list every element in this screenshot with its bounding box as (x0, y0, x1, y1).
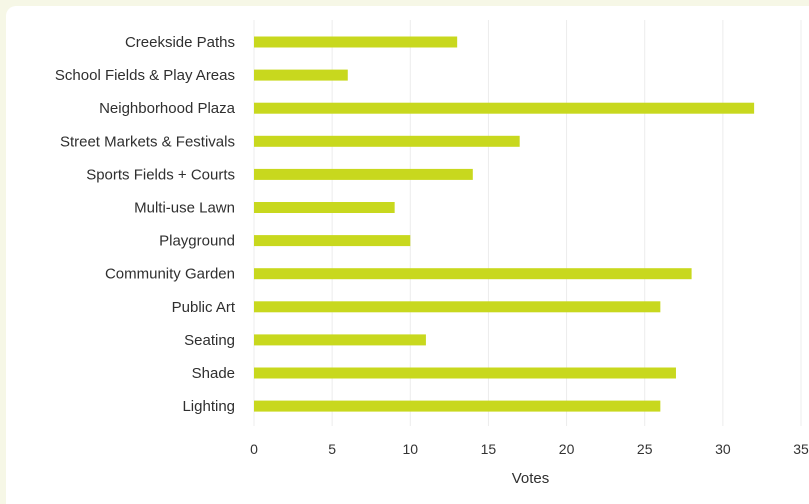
category-label: School Fields & Play Areas (55, 67, 235, 84)
bar (254, 102, 755, 114)
category-label: Community Garden (105, 266, 235, 283)
category-label: Multi-use Lawn (134, 200, 235, 217)
x-tick-label: 5 (328, 441, 336, 457)
bar (254, 400, 661, 412)
category-label: Street Markets & Festivals (60, 133, 235, 150)
category-label: Playground (159, 233, 235, 250)
category-label: Seating (184, 332, 235, 349)
x-tick-label: 25 (637, 441, 653, 457)
x-tick-label: 10 (402, 441, 418, 457)
category-labels: Creekside Paths School Fields & Play Area… (55, 34, 236, 415)
category-label: Shade (192, 365, 235, 382)
bar (254, 135, 520, 147)
bars (254, 36, 755, 412)
x-tick-label: 30 (715, 441, 731, 457)
bar (254, 367, 676, 379)
bar (254, 202, 395, 213)
bar (254, 268, 692, 280)
bar (254, 36, 458, 48)
bar (254, 69, 348, 81)
bar (254, 301, 661, 313)
x-tick-label: 35 (793, 441, 809, 457)
bar (254, 235, 411, 247)
x-tick-label: 0 (250, 441, 258, 457)
bar (254, 168, 473, 180)
category-label: Creekside Paths (125, 34, 235, 51)
category-label: Public Art (172, 299, 236, 316)
x-axis-tick-labels: 0 5 10 15 20 25 30 35 (250, 441, 809, 457)
grid-lines (253, 20, 802, 426)
x-axis-title: Votes (512, 470, 550, 487)
category-label: Sports Fields + Courts (86, 166, 235, 183)
bar-chart: Creekside Paths School Fields & Play Area… (55, 20, 809, 487)
category-label: Neighborhood Plaza (99, 100, 236, 117)
chart-card: Creekside Paths School Fields & Play Area… (6, 6, 809, 504)
category-label: Lighting (182, 398, 235, 415)
x-tick-label: 20 (559, 441, 575, 457)
x-tick-label: 15 (481, 441, 497, 457)
bar (254, 334, 426, 346)
